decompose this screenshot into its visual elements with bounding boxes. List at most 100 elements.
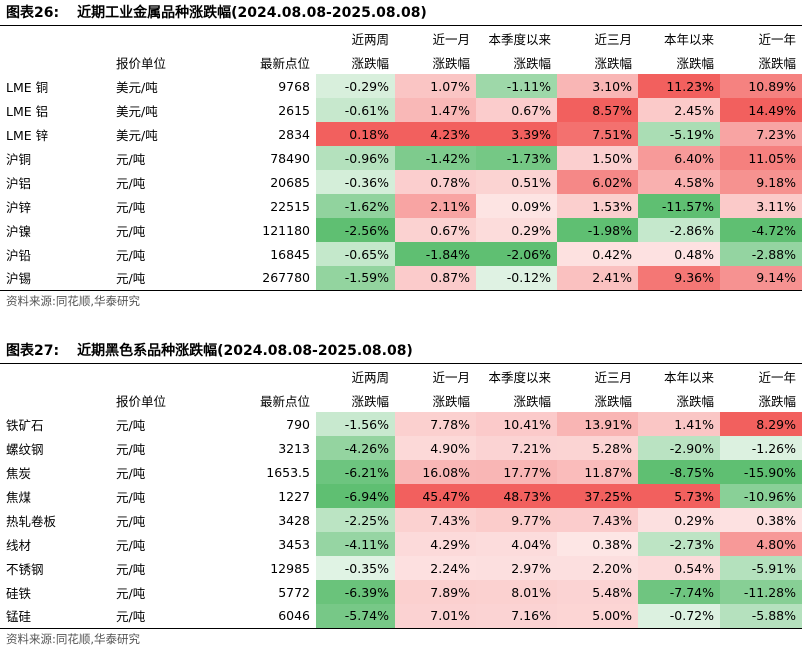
row-latest: 12985 xyxy=(270,560,310,576)
chg-cell: -5.91% xyxy=(720,556,802,580)
chg-cell: 0.18% xyxy=(316,122,395,146)
table-row: 焦煤 元/吨 1227 -6.94% 45.47% 48.73% 37.25% 5.73% -1… xyxy=(0,484,802,508)
chg-cell: -6.39% xyxy=(316,580,395,604)
row-name: 沪锡 xyxy=(0,266,110,291)
row-unit: 元/吨 xyxy=(116,247,146,263)
chg-header: 涨跌幅 xyxy=(758,55,796,71)
chg-cell: 0.67% xyxy=(395,218,476,242)
row-unit: 元/吨 xyxy=(116,223,146,239)
row-latest: 3213 xyxy=(278,440,310,456)
chg-cell: -1.73% xyxy=(476,146,557,170)
row-name: 硅铁 xyxy=(6,585,32,601)
table-block-27: 图表27: 近期黑色系品种涨跌幅(2024.08.08-2025.08.08) 近… xyxy=(0,338,802,649)
chg-cell: 0.78% xyxy=(395,170,476,194)
chg-cell: -15.90% xyxy=(720,460,802,484)
row-latest: 22515 xyxy=(270,198,310,214)
chg-header: 涨跌幅 xyxy=(351,55,389,71)
chg-cell: 9.18% xyxy=(720,170,802,194)
chg-cell: -1.62% xyxy=(316,194,395,218)
row-name: 沪铜 xyxy=(6,151,32,167)
table-row: LME 锌 美元/吨 2834 0.18% 4.23% 3.39% 7.51% -5.19% 7… xyxy=(0,122,802,146)
chg-cell: 7.43% xyxy=(395,508,476,532)
chg-header: 涨跌幅 xyxy=(513,393,551,409)
col-header: 本季度以来 xyxy=(488,369,551,385)
figure-title: 图表27: 近期黑色系品种涨跌幅(2024.08.08-2025.08.08) xyxy=(0,338,802,364)
chg-cell: -1.98% xyxy=(557,218,638,242)
table-row: 铁矿石 元/吨 790 -1.56% 7.78% 10.41% 13.91% 1.41% 8.2… xyxy=(0,412,802,436)
col-header: 本年以来 xyxy=(663,369,714,385)
chg-cell: 4.04% xyxy=(476,532,557,556)
table-body: LME 铜美元/吨 9768 -0.29% 1.07% -1.11% 3.10% 11.23… xyxy=(0,74,802,291)
chg-cell: -0.65% xyxy=(316,242,395,266)
chg-cell: -11.28% xyxy=(720,580,802,604)
chg-header: 涨跌幅 xyxy=(513,55,551,71)
chg-cell: 1.47% xyxy=(395,98,476,122)
chg-cell: 0.48% xyxy=(638,242,720,266)
figure-caption: 近期黑色系品种涨跌幅(2024.08.08-2025.08.08) xyxy=(77,343,413,359)
chg-cell: 2.24% xyxy=(395,556,476,580)
chg-cell: 0.42% xyxy=(557,242,638,266)
chg-cell: 0.38% xyxy=(720,508,802,532)
chg-cell: 4.23% xyxy=(395,122,476,146)
row-unit: 美元/吨 xyxy=(116,79,158,95)
col-header: 近一月 xyxy=(432,31,470,47)
chg-cell: 7.43% xyxy=(557,508,638,532)
chg-header: 涨跌幅 xyxy=(432,393,470,409)
row-latest: 790 xyxy=(286,416,310,432)
chg-cell: 0.09% xyxy=(476,194,557,218)
chg-cell: 7.78% xyxy=(395,412,476,436)
row-name: 焦炭 xyxy=(6,465,32,481)
chg-cell: -0.29% xyxy=(316,74,395,98)
chg-cell: 3.10% xyxy=(557,74,638,98)
table-row: 线材 元/吨 3453 -4.11% 4.29% 4.04% 0.38% -2.73% 4.80… xyxy=(0,532,802,556)
row-unit: 元/吨 xyxy=(116,441,146,457)
row-unit: 美元/吨 xyxy=(116,127,158,143)
chg-cell: -0.72% xyxy=(638,604,720,629)
chg-header: 涨跌幅 xyxy=(432,55,470,71)
chg-cell: 11.05% xyxy=(720,146,802,170)
table-row: 螺纹钢 元/吨 3213 -4.26% 4.90% 7.21% 5.28% -2.90% -1.… xyxy=(0,436,802,460)
chg-cell: 17.77% xyxy=(476,460,557,484)
chg-cell: 9.14% xyxy=(720,266,802,291)
chg-cell: 1.07% xyxy=(395,74,476,98)
chg-header: 涨跌幅 xyxy=(594,55,632,71)
col-header: 本年以来 xyxy=(663,31,714,47)
row-name: 沪镍 xyxy=(6,223,32,239)
source-note: 资料来源:同花顺,华泰研究 xyxy=(6,293,141,308)
table-row: 沪镍 元/吨 121180 -2.56% 0.67% 0.29% -1.98% -2.86% -… xyxy=(0,218,802,242)
row-unit: 元/吨 xyxy=(116,561,146,577)
row-name: 热轧卷板 xyxy=(6,513,57,529)
chg-cell: 16.08% xyxy=(395,460,476,484)
row-latest: 2834 xyxy=(278,126,310,142)
chg-cell: -0.35% xyxy=(316,556,395,580)
chg-cell: 6.40% xyxy=(638,146,720,170)
row-latest: 2615 xyxy=(278,102,310,118)
chg-cell: -10.96% xyxy=(720,484,802,508)
row-unit: 元/吨 xyxy=(116,151,146,167)
chg-cell: 8.57% xyxy=(557,98,638,122)
chg-cell: 13.91% xyxy=(557,412,638,436)
row-name: 沪铅 xyxy=(6,247,32,263)
chg-cell: 0.54% xyxy=(638,556,720,580)
row-unit: 元/吨 xyxy=(110,604,220,629)
chg-cell: -1.59% xyxy=(316,266,395,291)
unit-header: 报价单位 xyxy=(116,55,167,71)
chg-cell: -7.74% xyxy=(638,580,720,604)
chg-cell: 0.67% xyxy=(476,98,557,122)
row-unit: 元/吨 xyxy=(116,513,146,529)
chg-cell: 0.29% xyxy=(638,508,720,532)
table-row: 热轧卷板 元/吨 3428 -2.25% 7.43% 9.77% 7.43% 0.29% 0.3… xyxy=(0,508,802,532)
table-row: LME 铜 美元/吨 9768 -0.29% 1.07% -1.11% 3.10% 11.23… xyxy=(0,74,802,98)
table-row: 硅铁 元/吨 5772 -6.39% 7.89% 8.01% 5.48% -7.74% -11.… xyxy=(0,580,802,604)
header-row-2: 报价单位 最新点位 涨跌幅 涨跌幅 涨跌幅 涨跌幅 涨跌幅 涨跌幅 xyxy=(0,50,802,74)
chg-cell: 7.51% xyxy=(557,122,638,146)
row-latest: 9768 xyxy=(278,78,310,94)
table-row: 不锈钢 元/吨 12985 -0.35% 2.24% 2.97% 2.20% 0.54% -5.… xyxy=(0,556,802,580)
row-unit: 元/吨 xyxy=(110,266,220,291)
chg-cell: 3.11% xyxy=(720,194,802,218)
row-unit: 元/吨 xyxy=(116,585,146,601)
chg-cell: -4.72% xyxy=(720,218,802,242)
chg-cell: -0.61% xyxy=(316,98,395,122)
chg-cell: 2.11% xyxy=(395,194,476,218)
chg-cell: -8.75% xyxy=(638,460,720,484)
